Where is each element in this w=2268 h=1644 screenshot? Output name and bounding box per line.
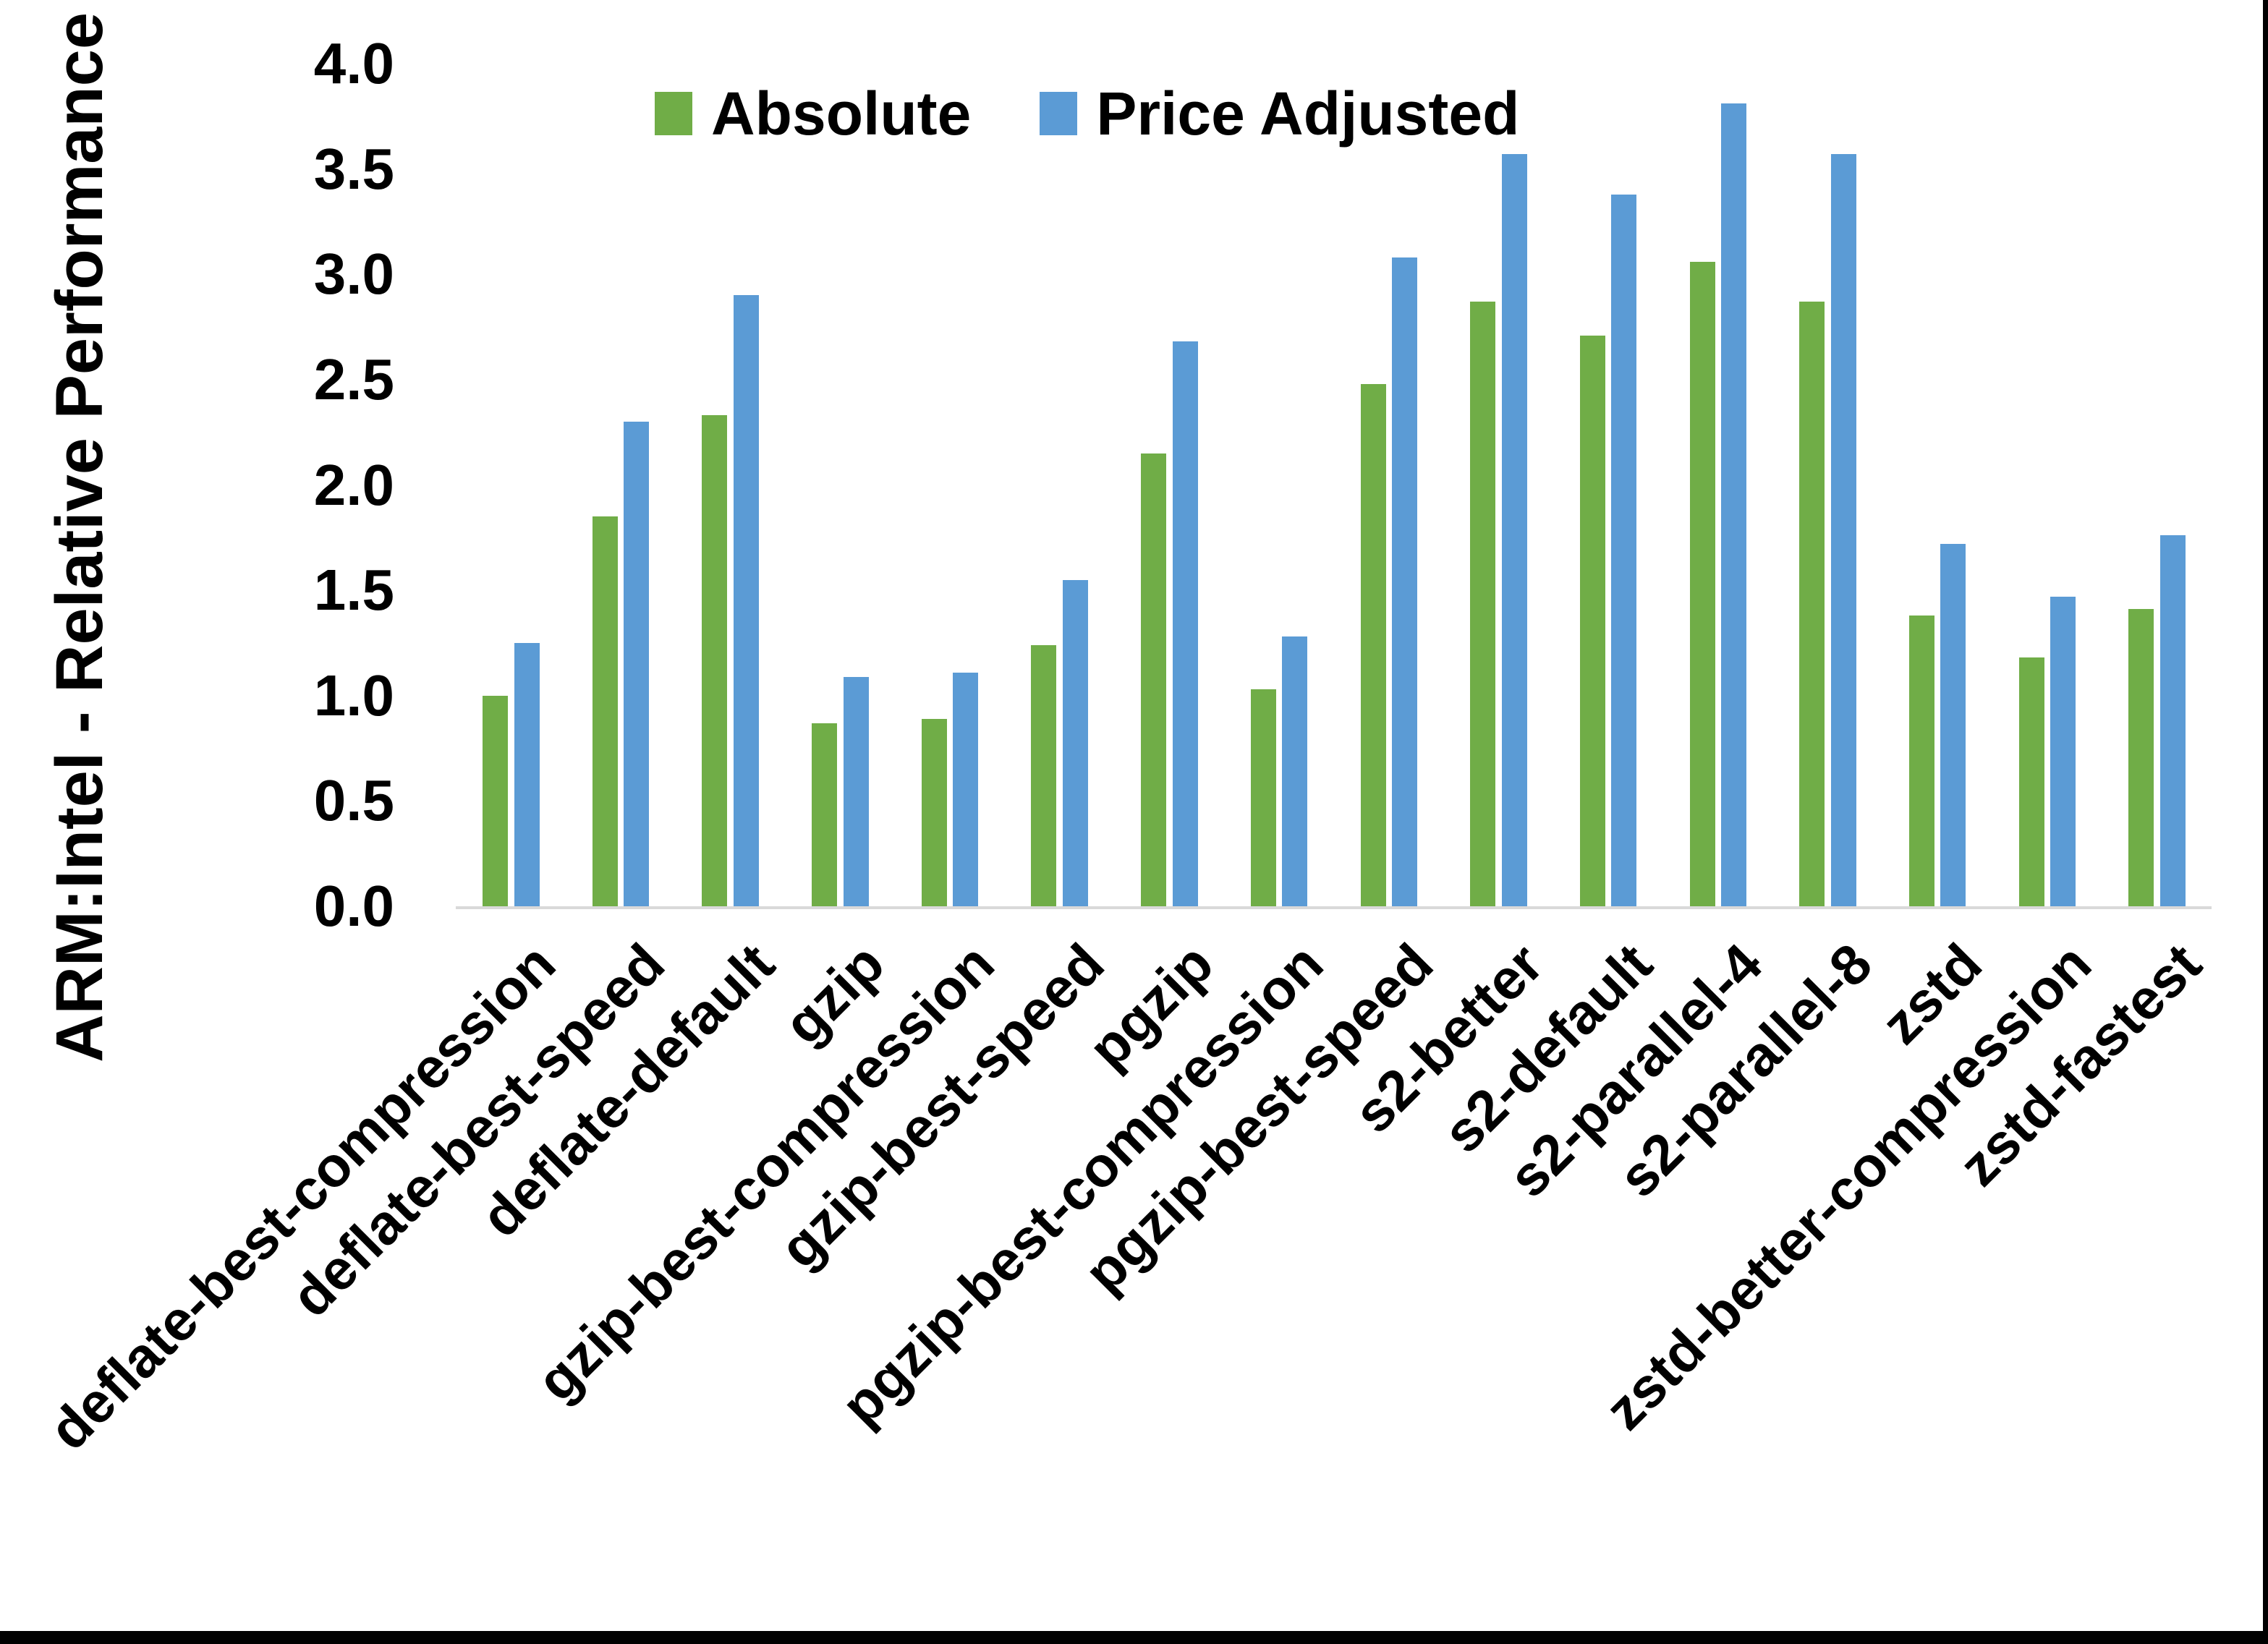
bar-absolute [1799,302,1825,906]
bar-price-adjusted [843,676,869,906]
bar-price-adjusted [1940,544,1966,906]
bar-price-adjusted [1172,341,1198,906]
plot-area [456,64,2212,909]
bar-price-adjusted [953,672,979,906]
bar-absolute [1031,644,1057,906]
bar-price-adjusted [1611,194,1637,906]
bar-absolute [1360,383,1386,906]
y-axis-title-text: ARM:Intel - Relative Performance [42,12,116,1062]
legend-item-price-adjusted: Price Adjusted [1040,81,1519,146]
bar-absolute [921,718,947,906]
bar-price-adjusted [624,422,650,906]
y-axis-tick-label: 3.0 [313,242,394,307]
legend-swatch-absolute [655,92,692,135]
bar-price-adjusted [1501,154,1527,906]
bar-absolute [2018,657,2044,906]
bar-absolute [1908,616,1934,906]
bar-price-adjusted [2159,535,2186,906]
bar-price-adjusted [733,295,759,906]
y-axis-tick-label: 2.5 [313,346,394,412]
bar-price-adjusted [514,642,540,906]
bar-absolute [812,723,838,906]
bar-price-adjusted [1830,154,1856,906]
y-axis-tick-label: 4.0 [313,31,394,95]
bar-absolute [1250,689,1276,906]
y-axis-tick-label: 0.0 [313,874,394,938]
bar-absolute [1689,261,1715,906]
legend-label-absolute: Absolute [711,80,972,148]
y-axis-tick-label: 0.5 [313,768,394,833]
legend-label-price-adjusted: Price Adjusted [1096,80,1520,148]
bar-absolute [1470,302,1496,906]
bar-absolute [592,516,618,906]
bar-absolute [2128,609,2154,906]
bar-absolute [702,415,728,906]
y-axis-tick-label: 1.5 [313,558,394,623]
y-axis-tick-label: 2.0 [313,452,394,517]
y-axis-tick-label: 1.0 [313,663,394,728]
bar-absolute [1579,335,1605,906]
legend: Absolute Price Adjusted [655,81,1519,146]
y-axis-tick-label: 3.5 [313,136,394,201]
legend-item-absolute: Absolute [655,81,971,146]
y-axis-title: ARM:Intel - Relative Performance [29,12,130,1062]
bar-price-adjusted [1062,579,1088,906]
bar-price-adjusted [2050,596,2076,906]
bar-price-adjusted [1721,103,1747,906]
bar-absolute [1141,453,1167,906]
bar-price-adjusted [1282,636,1308,906]
bar-absolute [483,695,508,906]
legend-swatch-price-adjusted [1040,92,1078,135]
bar-price-adjusted [1392,257,1417,906]
